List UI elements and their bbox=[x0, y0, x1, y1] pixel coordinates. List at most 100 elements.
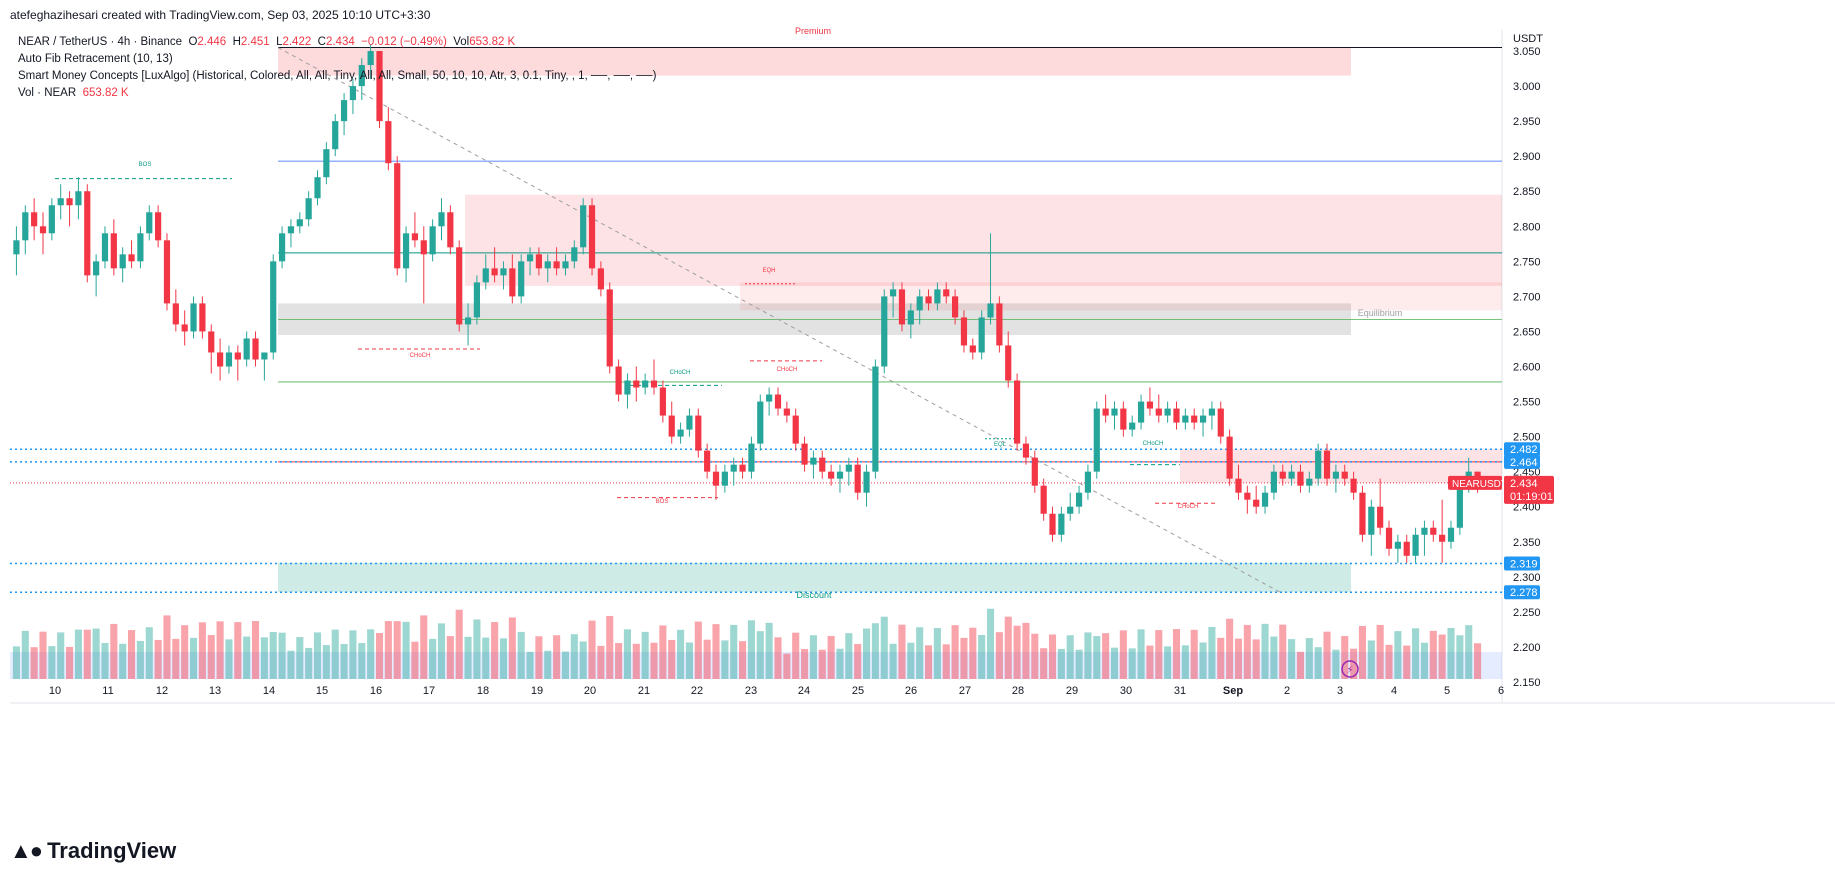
time-tick-label: 11 bbox=[102, 685, 113, 697]
chart-annotation: CHoCH bbox=[1143, 441, 1164, 447]
volume-bar bbox=[1137, 629, 1145, 679]
candle-body bbox=[128, 254, 135, 262]
candle-body bbox=[1377, 506, 1384, 528]
volume-bar bbox=[216, 621, 224, 679]
candle-body bbox=[1359, 492, 1366, 535]
volume-bar bbox=[1296, 651, 1305, 679]
candle-body bbox=[1067, 506, 1074, 514]
price-tick-label: 2.700 bbox=[1513, 291, 1541, 303]
candle-body bbox=[1235, 478, 1242, 493]
volume-bar bbox=[1013, 625, 1021, 679]
volume-bar bbox=[1420, 642, 1428, 679]
candle-body bbox=[84, 191, 91, 276]
candle-body bbox=[1315, 450, 1322, 479]
candle-body bbox=[57, 198, 64, 206]
volume-bar bbox=[83, 629, 91, 679]
volume-bar bbox=[181, 625, 189, 679]
volume-bar bbox=[1164, 646, 1172, 679]
price-tick-label: 2.550 bbox=[1513, 397, 1541, 409]
time-tick-label: 12 bbox=[156, 685, 168, 697]
candle-body bbox=[553, 261, 560, 269]
price-tick-label: 3.050 bbox=[1513, 46, 1541, 58]
volume-bar bbox=[74, 629, 82, 679]
volume-bar bbox=[420, 615, 428, 679]
volume-bar bbox=[1102, 633, 1110, 679]
legend-vol-label: Vol bbox=[453, 36, 470, 48]
legend-indicator-vol[interactable]: Vol · NEAR 653.82 K bbox=[18, 85, 656, 102]
candle-body bbox=[146, 212, 153, 234]
volume-bar bbox=[801, 648, 809, 679]
candle-body bbox=[633, 380, 640, 388]
time-tick-label: 15 bbox=[316, 685, 328, 697]
candle-body bbox=[287, 226, 295, 234]
legend-indicator-smc[interactable]: Smart Money Concepts [LuxAlgo] (Historic… bbox=[18, 70, 657, 82]
volume-bar bbox=[473, 619, 481, 679]
volume-bar bbox=[960, 637, 968, 679]
candle-body bbox=[181, 324, 188, 332]
candle-body bbox=[1129, 422, 1136, 430]
chart-annotation: EQL bbox=[994, 442, 1007, 448]
volume-bar bbox=[207, 635, 215, 679]
candle-body bbox=[819, 457, 826, 472]
volume-bar bbox=[411, 641, 419, 679]
volume-bar bbox=[880, 616, 888, 679]
legend-indicator-fib[interactable]: Auto Fib Retracement (10, 13) bbox=[18, 53, 173, 65]
time-tick-label: 4 bbox=[1391, 685, 1397, 697]
volume-bar bbox=[845, 633, 853, 679]
chart-annotation: Premium bbox=[795, 26, 831, 36]
candle-body bbox=[925, 296, 932, 304]
alert-icon[interactable] bbox=[1341, 660, 1359, 678]
volume-bar bbox=[1208, 626, 1216, 679]
candle-body bbox=[385, 121, 392, 164]
candle-body bbox=[438, 212, 445, 227]
volume-bar bbox=[39, 631, 47, 679]
candle-body bbox=[766, 394, 773, 402]
candle-body bbox=[1164, 408, 1171, 416]
candle-body bbox=[155, 212, 162, 241]
chart-annotation: EQH bbox=[762, 268, 775, 274]
tradingview-logo[interactable]: ▲● TradingView bbox=[10, 838, 176, 864]
volume-bar bbox=[1288, 639, 1296, 679]
volume-bar bbox=[1456, 635, 1464, 679]
legend-low-label: L bbox=[276, 36, 283, 48]
candle-body bbox=[1394, 541, 1401, 549]
time-tick-label: 14 bbox=[263, 685, 275, 697]
candle-body bbox=[1217, 408, 1224, 437]
volume-bar bbox=[66, 646, 74, 679]
price-tick-label: 2.300 bbox=[1513, 572, 1541, 584]
volume-bar bbox=[898, 624, 906, 679]
volume-bar bbox=[128, 630, 136, 679]
volume-bar bbox=[499, 638, 508, 679]
volume-bar bbox=[1155, 630, 1163, 679]
candle-body bbox=[1341, 471, 1348, 479]
last-price-text: 2.434 bbox=[1510, 478, 1538, 490]
candle-body bbox=[234, 352, 241, 360]
candle-body bbox=[1093, 408, 1100, 472]
time-tick-label: 19 bbox=[531, 685, 543, 697]
candle-body bbox=[332, 121, 339, 150]
volume-bar bbox=[234, 622, 242, 679]
volume-bar bbox=[836, 648, 844, 679]
candle-body bbox=[1279, 471, 1286, 479]
volume-bar bbox=[1057, 648, 1065, 679]
volume-bar bbox=[1341, 636, 1349, 679]
candle-body bbox=[1439, 534, 1446, 542]
time-tick-label: 17 bbox=[423, 685, 435, 697]
price-tick-label: 2.800 bbox=[1513, 221, 1541, 233]
candle-body bbox=[394, 163, 401, 269]
premium-zone bbox=[278, 47, 1351, 76]
price-label-box bbox=[1504, 442, 1540, 457]
chart-annotation: BOS bbox=[139, 162, 152, 168]
candle-body bbox=[1031, 457, 1038, 486]
symbol-label-text: NEARUSDT bbox=[1452, 479, 1507, 490]
time-tick-label: 31 bbox=[1174, 685, 1186, 697]
candle-body bbox=[464, 317, 472, 325]
candle-body bbox=[1412, 534, 1419, 556]
candle-body bbox=[411, 233, 419, 241]
candle-body bbox=[695, 415, 702, 451]
candle-body bbox=[1261, 492, 1269, 507]
time-tick-label: 24 bbox=[798, 685, 810, 697]
volume-bar bbox=[774, 637, 782, 679]
volume-bar bbox=[349, 630, 357, 679]
